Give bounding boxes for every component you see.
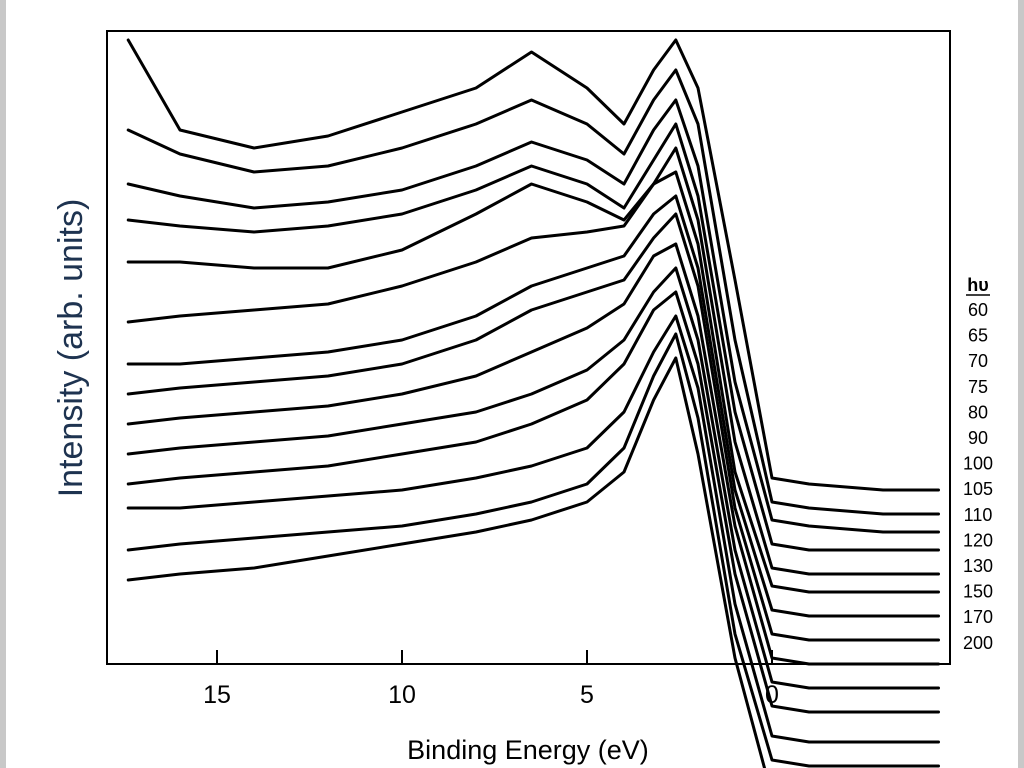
x-tick-label: 5 xyxy=(580,681,594,709)
spectrum-line-90 xyxy=(126,170,940,594)
legend-entry-150: 150 xyxy=(963,582,993,602)
legend-entry-65: 65 xyxy=(968,326,988,346)
spectrum-line-200 xyxy=(126,356,767,768)
spectrum-line-105 xyxy=(126,212,940,642)
legend-entry-130: 130 xyxy=(963,556,993,576)
legend-entry-75: 75 xyxy=(968,377,988,397)
legend-entry-200: 200 xyxy=(963,633,993,653)
legend-entry-100: 100 xyxy=(963,454,993,474)
legend-entry-170: 170 xyxy=(963,607,993,627)
legend-entry-110: 110 xyxy=(964,505,993,525)
spectrum-line-65 xyxy=(126,68,940,516)
y-axis-label: Intensity (arb. units) xyxy=(52,199,90,498)
legend-entry-60: 60 xyxy=(968,300,988,320)
spectrum-line-150 xyxy=(126,314,940,744)
legend-entry-120: 120 xyxy=(963,530,993,550)
spectra-curves xyxy=(126,38,940,768)
spectrum-line-130 xyxy=(126,290,940,714)
spectrum-line-80 xyxy=(126,146,940,576)
plot-frame xyxy=(106,30,951,665)
spectrum-line-120 xyxy=(126,266,940,690)
spectrum-line-170 xyxy=(126,332,940,768)
legend-entry-70: 70 xyxy=(968,351,988,371)
photon-energy-legend: hυ 60 65 70 75 80 90 100 105 110 120 130 150 170 200 xyxy=(963,275,993,653)
spectrum-line-75 xyxy=(126,122,940,552)
spectrum-line-110 xyxy=(126,242,940,666)
legend-entry-80: 80 xyxy=(968,402,988,422)
spectrum-line-100 xyxy=(126,194,940,618)
x-axis-ticks: 15 10 5 0 xyxy=(203,650,779,709)
x-tick-label: 15 xyxy=(203,681,231,709)
legend-title: hυ xyxy=(967,275,988,295)
x-tick-label: 0 xyxy=(765,681,779,709)
x-axis-label: Binding Energy (eV) xyxy=(407,735,649,765)
x-tick-label: 10 xyxy=(388,681,416,709)
legend-entry-105: 105 xyxy=(963,479,993,499)
legend-entry-90: 90 xyxy=(968,428,988,448)
spectrum-line-70 xyxy=(126,98,940,534)
spectrum-line-60 xyxy=(126,38,940,492)
